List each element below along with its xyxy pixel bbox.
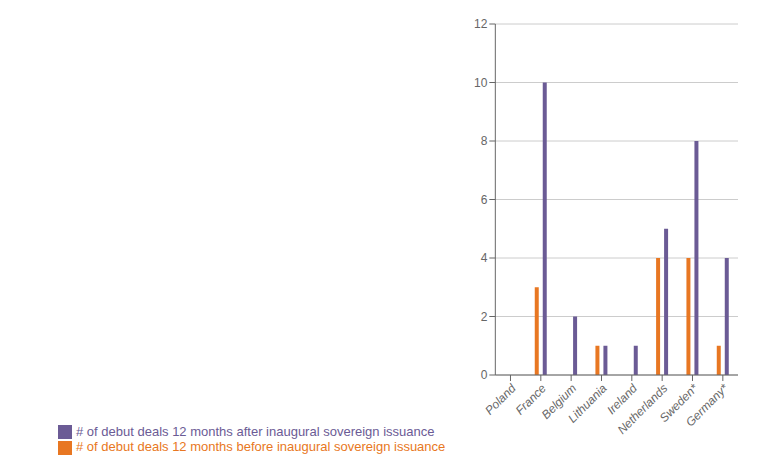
svg-text:Poland: Poland: [482, 381, 519, 418]
svg-text:8: 8: [481, 134, 488, 148]
html-text:# of debut deals 12 months bef: # of debut deals 12 months before inaugu…: [76, 439, 446, 455]
svg-text:0: 0: [481, 368, 488, 382]
svg-text:Belgium: Belgium: [538, 381, 580, 422]
svg-text:6: 6: [481, 193, 488, 207]
svg-text:Lithuania: Lithuania: [565, 381, 610, 426]
svg-text:12: 12: [474, 17, 488, 31]
svg-text:Sweden*: Sweden*: [656, 381, 701, 426]
svg-text:2: 2: [481, 310, 488, 324]
svg-text:Netherlands: Netherlands: [614, 381, 671, 437]
svg-text:France: France: [512, 381, 549, 418]
svg-text:Ireland: Ireland: [604, 381, 640, 418]
svg-text:10: 10: [474, 76, 488, 90]
html-text:# of debut deals 12 months aft: # of debut deals 12 months after inaugur…: [76, 423, 435, 439]
svg-text:4: 4: [481, 251, 488, 265]
svg-text:Germany*: Germany*: [683, 381, 731, 429]
